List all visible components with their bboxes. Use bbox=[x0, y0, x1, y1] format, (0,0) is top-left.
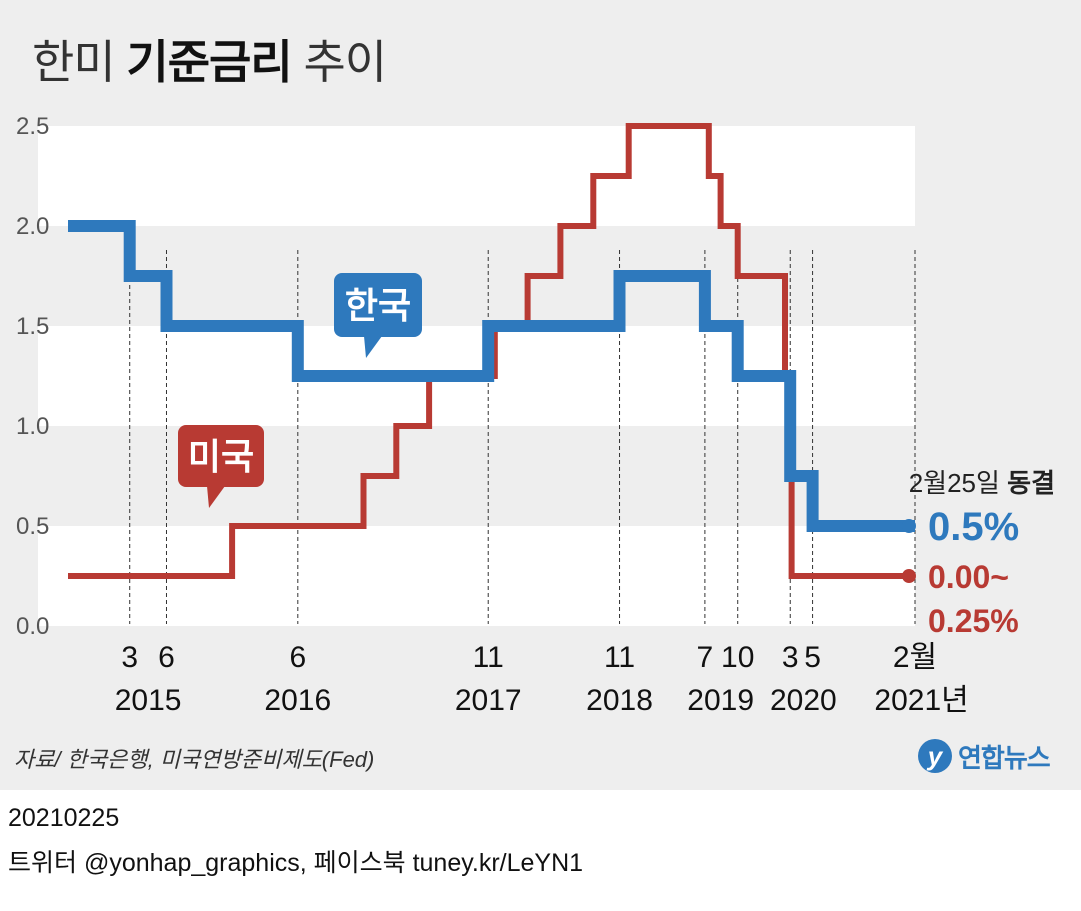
month-tick-label: 5 bbox=[804, 641, 821, 674]
year-label: 2021년 bbox=[874, 684, 968, 717]
us-callout-bubble bbox=[178, 425, 264, 487]
year-label: 2015 bbox=[115, 684, 182, 717]
y-tick-label: 0.0 bbox=[16, 613, 49, 640]
us-end-point bbox=[902, 569, 916, 583]
year-label: 2016 bbox=[264, 684, 331, 717]
korea-callout-pointer bbox=[364, 336, 382, 358]
y-tick-label: 1.5 bbox=[16, 313, 49, 340]
korea-end-point bbox=[902, 519, 916, 533]
y-tick-label: 0.5 bbox=[16, 513, 49, 540]
us-callout-pointer bbox=[207, 486, 225, 508]
freeze-annotation-bold: 동결 bbox=[1007, 468, 1055, 498]
month-tick-label: 3 bbox=[782, 641, 799, 674]
chart-title: 한미 기준금리 추이 bbox=[32, 36, 387, 88]
month-tick-label: 11 bbox=[473, 641, 504, 674]
yonhap-logo-text: 연합뉴스 bbox=[958, 742, 1051, 773]
freeze-annotation: 2월25일 동결 bbox=[909, 468, 1055, 498]
grid-band bbox=[38, 126, 915, 226]
publish-date: 20210225 bbox=[8, 804, 120, 832]
korea-end-label: 0.5% bbox=[928, 505, 1019, 549]
y-tick-label: 2.5 bbox=[16, 113, 49, 140]
year-label: 2017 bbox=[455, 684, 522, 717]
y-tick-label: 1.0 bbox=[16, 413, 49, 440]
month-tick-label: 11 bbox=[604, 641, 635, 674]
freeze-annotation-date: 2월25일 bbox=[909, 468, 1007, 498]
us-callout-label: 미국 bbox=[188, 436, 254, 477]
yonhap-logo-icon: y bbox=[918, 739, 952, 773]
us-rate-line bbox=[68, 123, 915, 579]
month-tick-label: 7 bbox=[697, 641, 714, 674]
social-links: 트위터 @yonhap_graphics, 페이스북 tuney.kr/LeYN… bbox=[8, 849, 584, 877]
yonhap-logo: y 연합뉴스 bbox=[918, 736, 1051, 776]
year-label: 2019 bbox=[687, 684, 754, 717]
month-tick-label: 2월 bbox=[893, 641, 937, 674]
month-tick-label: 10 bbox=[721, 641, 754, 674]
month-tick-label: 3 bbox=[121, 641, 138, 674]
month-tick-label: 6 bbox=[289, 641, 306, 674]
korea-callout-bubble bbox=[334, 273, 422, 337]
korea-rate-line bbox=[68, 220, 915, 532]
month-tick-label: 6 bbox=[158, 641, 175, 674]
us-end-label-line2: 0.25% bbox=[928, 603, 1019, 639]
source-note: 자료/ 한국은행, 미국연방준비제도(Fed) bbox=[14, 747, 375, 772]
y-tick-label: 2.0 bbox=[16, 213, 49, 240]
year-label: 2018 bbox=[586, 684, 653, 717]
us-end-label-line1: 0.00~ bbox=[928, 559, 1009, 595]
korea-callout-label: 한국 bbox=[345, 285, 411, 326]
year-label: 2020 bbox=[770, 684, 837, 717]
